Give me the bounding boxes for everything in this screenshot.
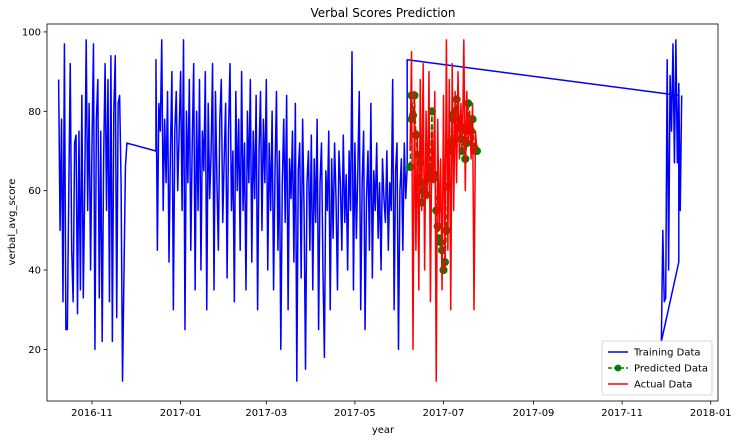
legend-label: Training Data: [633, 348, 701, 359]
y-axis-label: verbal_avg_score: [7, 179, 18, 266]
y-tick-label: 80: [28, 107, 41, 118]
axes-layer: 2016-11 2017-01 2017-03 2017-05 2017-07 2017-…: [22, 23, 732, 419]
data-point-predicted-data: [464, 99, 473, 108]
x-tick-label: 2018-01: [690, 408, 732, 419]
plot-frame: [46, 23, 719, 402]
x-tick-label: 2017-07: [423, 408, 465, 419]
series-line-actual-data: [409, 39, 478, 382]
data-point-predicted-data: [439, 265, 448, 275]
y-tick-label: 20: [28, 345, 41, 356]
legend-label: Predicted Data: [634, 364, 708, 375]
x-tick-label: 2017-01: [160, 408, 202, 419]
y-tick-label: 100: [22, 27, 41, 38]
legend-box: [601, 340, 713, 396]
x-tick-label: 2017-03: [245, 408, 287, 419]
x-tick-label: 2016-11: [71, 408, 113, 419]
y-tick-label: 40: [28, 266, 41, 277]
chart-title: Verbal Scores Prediction: [310, 6, 455, 20]
x-axis-label: year: [372, 425, 395, 436]
y-tick-label: 60: [28, 186, 41, 197]
data-point-predicted-data: [411, 131, 420, 140]
series-actual-data: [409, 39, 478, 382]
x-tick-label: 2017-09: [513, 408, 555, 419]
legend: Training Data Predicted Data Actual Data: [601, 340, 713, 396]
series-training-data: [57, 39, 683, 382]
legend-item-predicted-data: Predicted Data: [608, 364, 708, 375]
x-tick-label: 2017-05: [334, 408, 376, 419]
x-tick-label: 2017-11: [601, 408, 643, 419]
legend-marker: [614, 364, 622, 372]
legend-label: Actual Data: [634, 380, 692, 391]
legend-item-training-data: Training Data: [608, 348, 701, 359]
series-layer: [57, 39, 683, 382]
legend-item-actual-data: Actual Data: [608, 380, 692, 391]
series-line-training-data: [57, 39, 683, 382]
